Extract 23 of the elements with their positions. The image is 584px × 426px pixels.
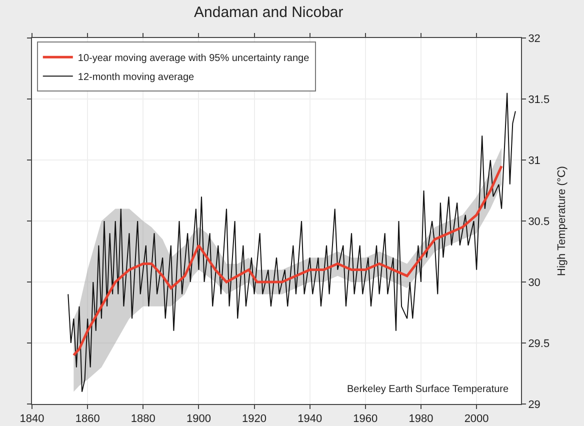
x-tick-label: 1960	[353, 413, 378, 426]
x-tick-label: 1900	[186, 413, 211, 426]
legend-label: 10-year moving average with 95% uncertainty range	[78, 53, 310, 64]
y-tick-label: 30.5	[528, 216, 550, 228]
y-tick-label: 31.5	[528, 94, 550, 106]
y-tick-label: 32	[528, 32, 540, 45]
x-tick-label: 1880	[130, 413, 156, 426]
y-axis-title: High Temperature (°C)	[556, 166, 568, 276]
line-series	[68, 92, 516, 392]
y-tick-label: 31	[528, 154, 540, 167]
y-tick-label: 29.5	[528, 338, 550, 350]
x-tick-label: 2000	[464, 413, 489, 426]
annotation: Berkeley Earth Surface Temperature	[347, 384, 509, 395]
y-tick-label: 29	[528, 398, 540, 411]
x-tick-label: 1920	[242, 413, 267, 426]
legend-label: 12-month moving average	[78, 72, 195, 84]
x-tick-label: 1980	[408, 413, 434, 426]
x-tick-label: 1840	[20, 413, 44, 426]
chart-title: Andaman and Nicobar	[194, 4, 344, 21]
x-tick-label: 1940	[298, 413, 322, 426]
y-tick-label: 30	[528, 276, 540, 289]
x-tick-label: 1860	[75, 413, 100, 426]
line-series	[72, 164, 503, 356]
